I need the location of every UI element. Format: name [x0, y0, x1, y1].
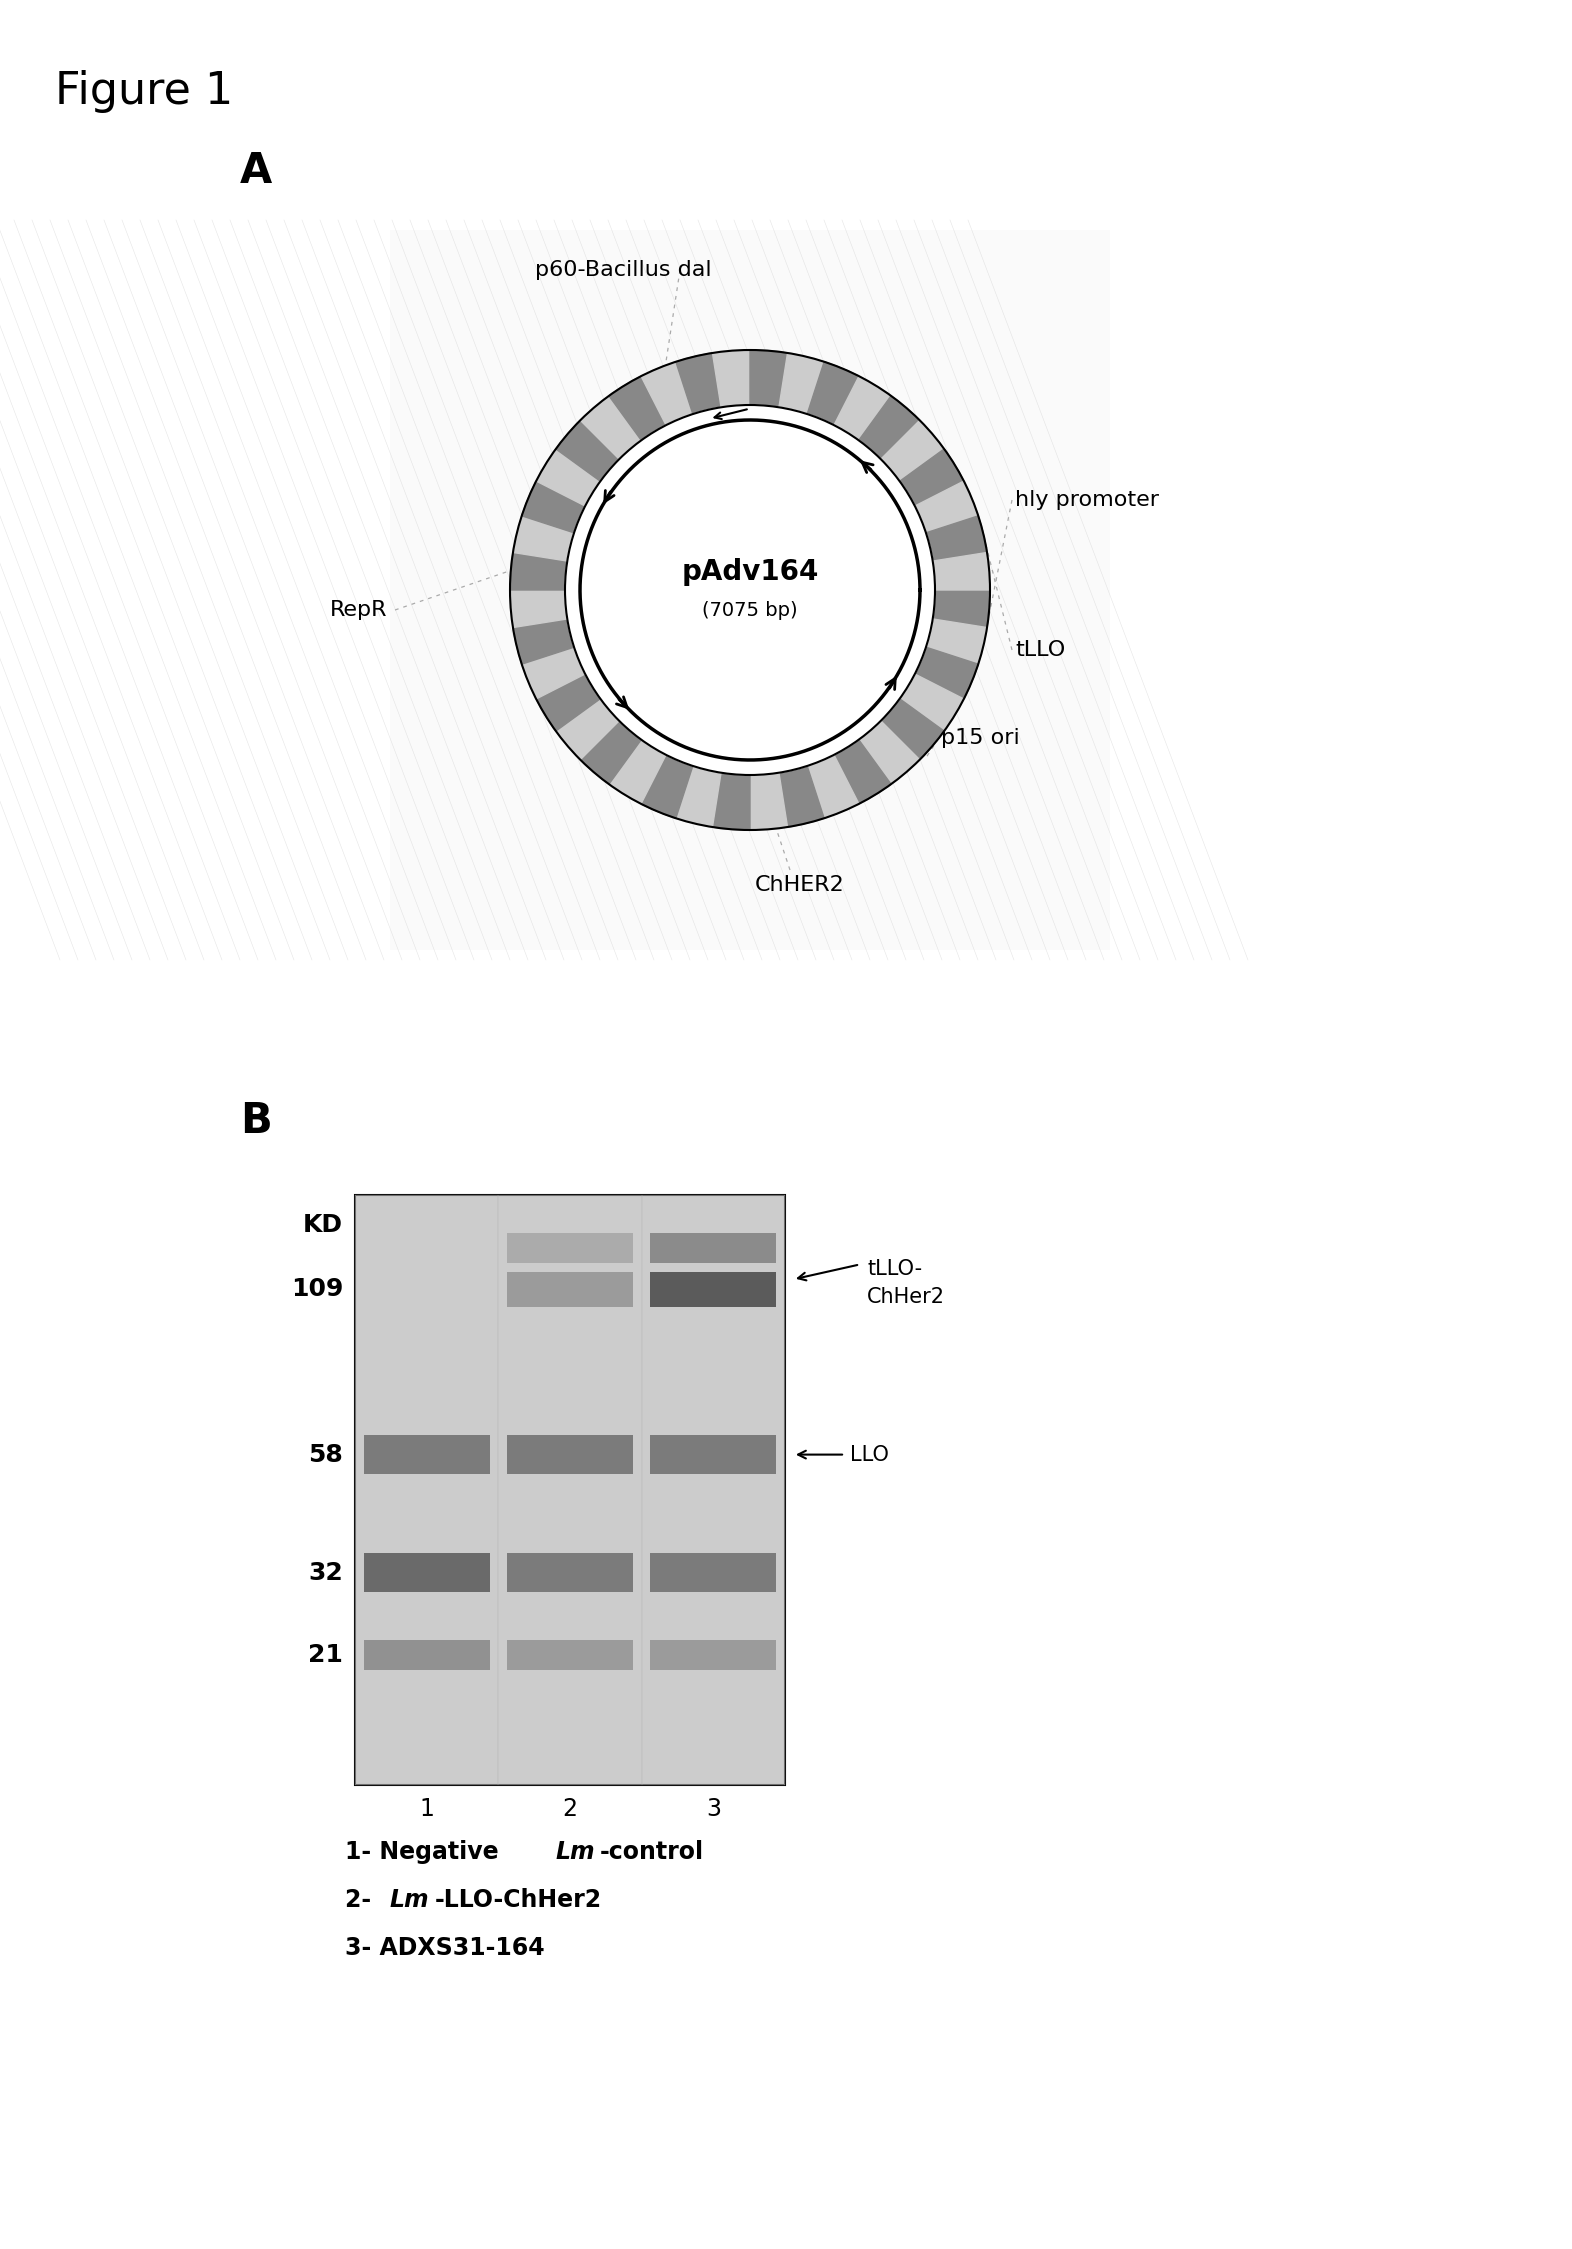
- Text: tLLO-: tLLO-: [868, 1259, 923, 1280]
- Text: 3- ADXS31-164: 3- ADXS31-164: [344, 1936, 544, 1959]
- FancyBboxPatch shape: [363, 1435, 490, 1473]
- Text: Lm: Lm: [390, 1887, 429, 1912]
- FancyBboxPatch shape: [506, 1232, 634, 1264]
- FancyBboxPatch shape: [651, 1640, 777, 1671]
- Text: B: B: [241, 1100, 272, 1142]
- Wedge shape: [536, 675, 601, 731]
- FancyBboxPatch shape: [651, 1271, 777, 1307]
- Wedge shape: [915, 481, 978, 533]
- Text: RepR: RepR: [330, 600, 388, 621]
- Wedge shape: [880, 421, 945, 481]
- Wedge shape: [556, 699, 619, 760]
- Wedge shape: [676, 767, 722, 828]
- FancyBboxPatch shape: [390, 229, 1110, 949]
- FancyBboxPatch shape: [641, 1194, 784, 1786]
- Text: 58: 58: [308, 1442, 343, 1466]
- Wedge shape: [608, 376, 667, 441]
- Wedge shape: [712, 351, 750, 407]
- Wedge shape: [580, 722, 641, 785]
- Text: Lm: Lm: [555, 1840, 594, 1864]
- Wedge shape: [522, 648, 585, 699]
- Text: pAdv164: pAdv164: [681, 558, 819, 587]
- Wedge shape: [926, 618, 987, 663]
- Wedge shape: [512, 515, 574, 560]
- Circle shape: [564, 405, 935, 776]
- Wedge shape: [556, 421, 619, 481]
- Wedge shape: [536, 450, 601, 506]
- Wedge shape: [512, 618, 574, 663]
- Wedge shape: [835, 376, 891, 441]
- FancyBboxPatch shape: [506, 1271, 634, 1307]
- Text: (7075 bp): (7075 bp): [703, 600, 799, 618]
- Text: ChHER2: ChHER2: [755, 875, 844, 895]
- Wedge shape: [835, 740, 891, 803]
- Text: 1- Negative: 1- Negative: [344, 1840, 506, 1864]
- Wedge shape: [712, 774, 750, 830]
- Wedge shape: [780, 353, 824, 414]
- Text: p15 ori: p15 ori: [940, 729, 1019, 749]
- Text: tLLO: tLLO: [1016, 641, 1066, 659]
- Wedge shape: [580, 396, 641, 459]
- FancyBboxPatch shape: [651, 1435, 777, 1473]
- Text: 32: 32: [308, 1561, 343, 1586]
- Text: Figure 1: Figure 1: [55, 70, 233, 112]
- Wedge shape: [780, 767, 824, 828]
- Wedge shape: [641, 362, 693, 425]
- Text: 2: 2: [563, 1797, 577, 1822]
- Wedge shape: [750, 774, 788, 830]
- FancyBboxPatch shape: [498, 1194, 641, 1786]
- FancyBboxPatch shape: [355, 1194, 784, 1786]
- Text: KD: KD: [303, 1212, 343, 1237]
- FancyBboxPatch shape: [506, 1435, 634, 1473]
- Wedge shape: [932, 589, 990, 627]
- FancyBboxPatch shape: [363, 1640, 490, 1671]
- Text: -control: -control: [601, 1840, 704, 1864]
- Wedge shape: [806, 756, 858, 819]
- Wedge shape: [899, 450, 964, 506]
- FancyBboxPatch shape: [506, 1554, 634, 1592]
- Wedge shape: [641, 756, 693, 819]
- Text: LLO: LLO: [850, 1444, 888, 1464]
- Wedge shape: [880, 699, 945, 760]
- Text: 1: 1: [420, 1797, 434, 1822]
- FancyBboxPatch shape: [651, 1232, 777, 1264]
- Wedge shape: [522, 481, 585, 533]
- Wedge shape: [806, 362, 858, 425]
- Wedge shape: [676, 353, 722, 414]
- Wedge shape: [932, 553, 990, 589]
- Wedge shape: [858, 396, 920, 459]
- FancyBboxPatch shape: [355, 1194, 498, 1786]
- Wedge shape: [608, 740, 667, 803]
- Text: p60-Bacillus dal: p60-Bacillus dal: [534, 261, 712, 279]
- Wedge shape: [858, 722, 920, 785]
- Text: 109: 109: [291, 1277, 343, 1302]
- FancyBboxPatch shape: [363, 1554, 490, 1592]
- Wedge shape: [926, 515, 987, 560]
- Text: 21: 21: [308, 1644, 343, 1667]
- Text: A: A: [241, 151, 272, 191]
- FancyBboxPatch shape: [651, 1554, 777, 1592]
- Wedge shape: [899, 675, 964, 731]
- Text: ChHer2: ChHer2: [868, 1286, 945, 1307]
- Wedge shape: [915, 648, 978, 699]
- Text: 3: 3: [706, 1797, 722, 1822]
- Text: -LLO-ChHer2: -LLO-ChHer2: [435, 1887, 602, 1912]
- FancyBboxPatch shape: [506, 1640, 634, 1671]
- Text: 2-: 2-: [344, 1887, 379, 1912]
- Wedge shape: [750, 351, 788, 407]
- Wedge shape: [509, 589, 567, 627]
- Wedge shape: [509, 553, 567, 589]
- Text: hly promoter: hly promoter: [1016, 490, 1159, 511]
